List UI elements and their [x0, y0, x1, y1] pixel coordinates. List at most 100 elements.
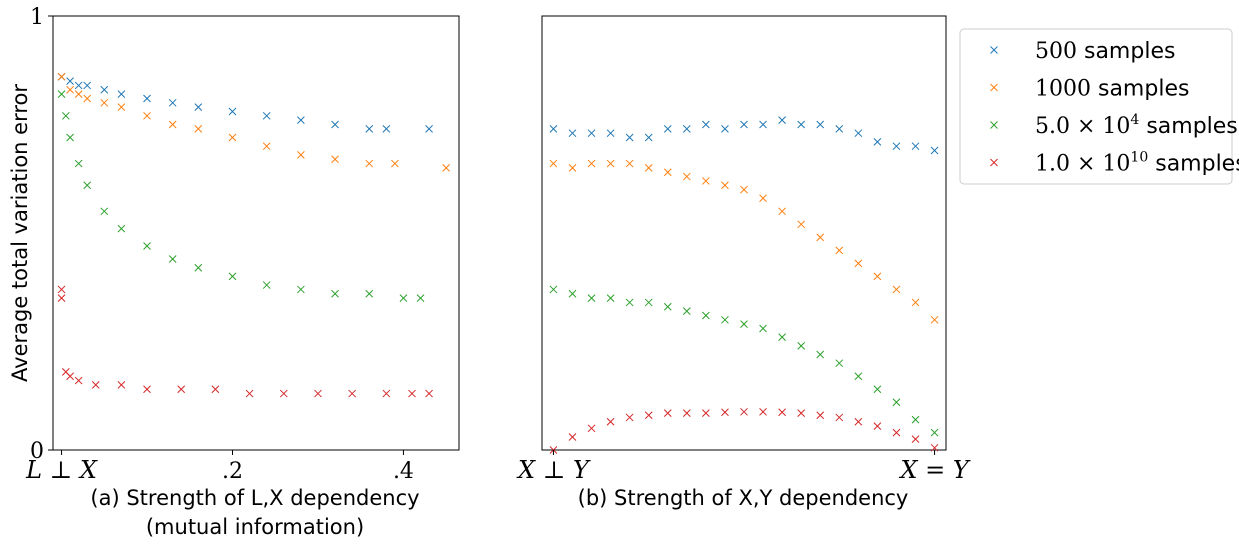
data-point	[835, 413, 844, 422]
data-point	[83, 181, 92, 190]
data-point	[930, 315, 939, 324]
data-point	[835, 359, 844, 368]
data-point	[835, 124, 844, 133]
data-point	[57, 294, 66, 302]
data-point	[930, 428, 939, 437]
data-point	[168, 98, 177, 107]
data-point	[66, 133, 74, 142]
data-point	[262, 142, 271, 151]
y-ticks-a: 01	[30, 5, 53, 464]
legend-entry: 1.0 × 1010 samples	[990, 150, 1239, 177]
data-point	[816, 411, 825, 420]
legend-marker	[990, 158, 998, 167]
data-point	[143, 94, 151, 103]
data-point	[83, 81, 92, 90]
data-point	[314, 389, 322, 398]
marks-a	[57, 72, 451, 398]
data-point	[587, 294, 596, 302]
data-point	[644, 298, 653, 307]
data-point	[644, 133, 653, 142]
data-point	[100, 98, 109, 107]
data-point	[568, 129, 577, 138]
y-axis-label: Average total variation error	[8, 84, 32, 382]
data-point	[854, 259, 863, 268]
data-point	[228, 107, 237, 116]
data-point	[892, 142, 901, 151]
data-point	[663, 124, 672, 133]
data-point	[873, 385, 882, 394]
data-point	[143, 385, 151, 394]
data-point	[568, 433, 577, 441]
data-point	[682, 409, 691, 417]
legend-label: 1.0 × 1010 samples	[1035, 150, 1239, 177]
data-point	[100, 85, 109, 94]
legend-marker	[990, 46, 998, 54]
data-point	[740, 185, 748, 194]
data-point	[117, 90, 126, 98]
data-point	[83, 94, 92, 103]
data-point	[682, 307, 691, 315]
data-point	[797, 120, 806, 129]
data-point	[228, 133, 237, 142]
data-point	[194, 103, 203, 111]
data-point	[57, 285, 66, 294]
y-tick-label: 0	[30, 439, 44, 464]
data-point	[331, 120, 339, 129]
data-point	[211, 385, 220, 394]
data-point	[74, 81, 83, 90]
data-point	[549, 159, 558, 168]
legend-entry: 500 samples	[990, 39, 1175, 64]
data-point	[74, 159, 83, 168]
data-point	[391, 159, 399, 168]
data-point	[348, 389, 357, 398]
data-point	[331, 155, 339, 164]
legend-marker	[990, 121, 998, 129]
series-a-0	[57, 72, 433, 133]
data-point	[331, 289, 339, 298]
data-point	[168, 120, 177, 129]
data-point	[759, 194, 767, 203]
data-point	[930, 146, 939, 155]
data-point	[61, 111, 70, 120]
data-point	[416, 294, 425, 302]
data-point	[625, 159, 634, 168]
series-a-2	[57, 90, 425, 302]
data-point	[835, 246, 844, 255]
data-point	[702, 311, 710, 320]
data-point	[549, 124, 558, 133]
legend-frame	[959, 28, 1233, 185]
data-point	[778, 207, 786, 216]
data-point	[66, 372, 74, 381]
series-b-1	[549, 159, 939, 324]
data-point	[892, 398, 901, 407]
data-point	[663, 168, 672, 177]
data-point	[66, 77, 74, 85]
data-point	[778, 408, 786, 417]
marks-b	[549, 116, 939, 454]
data-point	[177, 385, 186, 394]
data-point	[100, 207, 109, 216]
data-point	[682, 172, 691, 181]
data-point	[143, 111, 151, 120]
series-b-2	[549, 285, 939, 437]
data-point	[721, 315, 729, 324]
data-point	[873, 138, 882, 146]
data-point	[854, 417, 863, 426]
data-point	[408, 389, 416, 398]
data-point	[606, 159, 615, 168]
data-point	[721, 181, 729, 190]
data-point	[143, 242, 151, 250]
panel-a: L ⊥ X .2.4 01 Average total variation err…	[8, 5, 460, 539]
data-point	[873, 272, 882, 281]
data-point	[873, 422, 882, 430]
legend-label: 1000 samples	[1035, 77, 1189, 102]
data-point	[587, 159, 596, 168]
data-point	[117, 381, 126, 389]
x-axis-label-a-line2: (mutual information)	[146, 515, 364, 539]
series-b-0	[549, 116, 939, 155]
data-point	[778, 116, 786, 125]
y-tick-label: 1	[30, 5, 44, 30]
data-point	[66, 85, 74, 94]
data-point	[168, 255, 177, 263]
axes-frame-b	[541, 15, 947, 451]
